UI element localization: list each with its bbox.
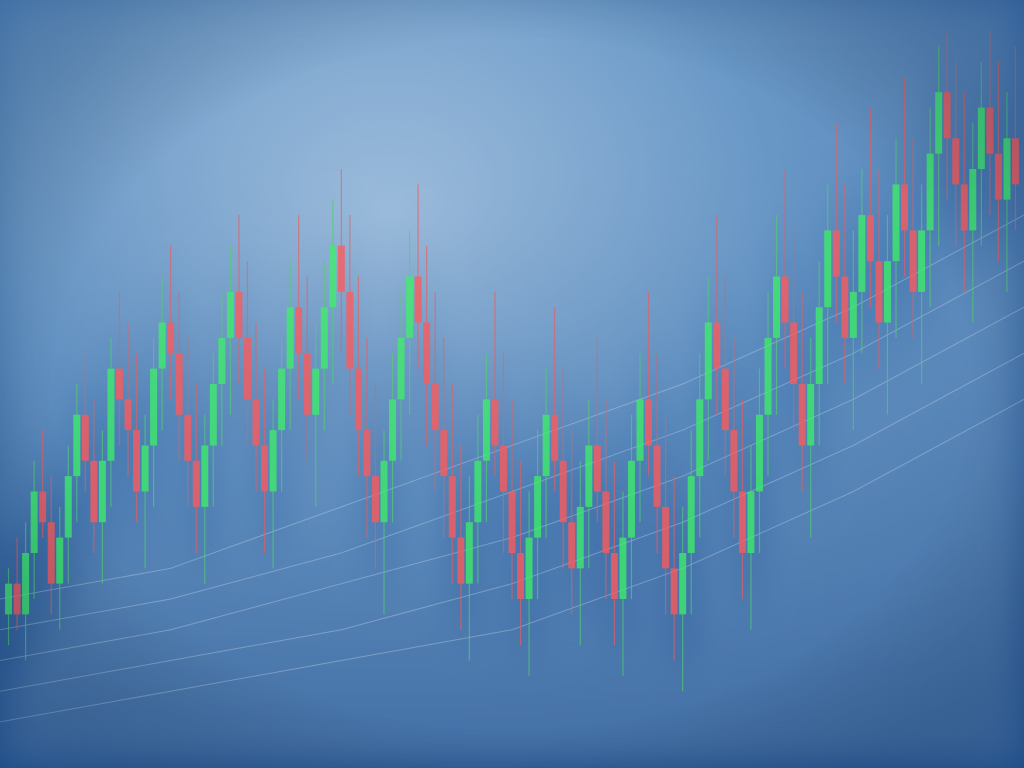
chart-canvas [0, 0, 1024, 768]
candlestick-chart [0, 0, 1024, 768]
